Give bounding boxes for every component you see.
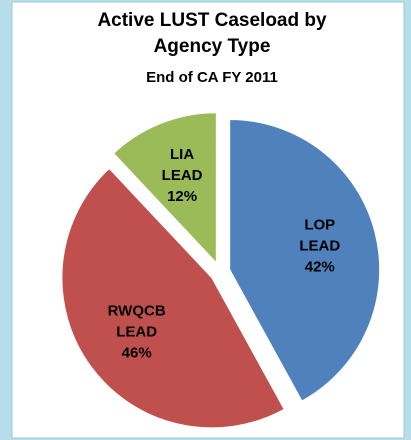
slice-label: RWQCB LEAD (108, 303, 166, 341)
slice-label-line: LEAD (299, 237, 340, 254)
chart-title-line-2: Agency Type (154, 36, 271, 57)
slice-label-line: LEAD (116, 324, 157, 341)
pie-slice (112, 112, 217, 264)
slice-label-line: LOP (304, 216, 335, 233)
slice-label-line: RWQCB (108, 303, 166, 320)
slice-label: LIA LEAD (162, 146, 203, 184)
slice-value-label: 42% (305, 258, 335, 275)
slice-value-label: 12% (167, 188, 197, 205)
slice-value-label: 46% (122, 345, 152, 362)
chart-subtitle: End of CA FY 2011 (146, 69, 278, 86)
pie-slice (61, 167, 285, 429)
slice-label-line: LEAD (162, 167, 203, 184)
slice-label-line: LIA (170, 146, 194, 163)
pie-slice (229, 119, 381, 402)
slice-label: LOP LEAD (299, 216, 340, 254)
chart-title-line-1: Active LUST Caseload by (97, 10, 327, 31)
